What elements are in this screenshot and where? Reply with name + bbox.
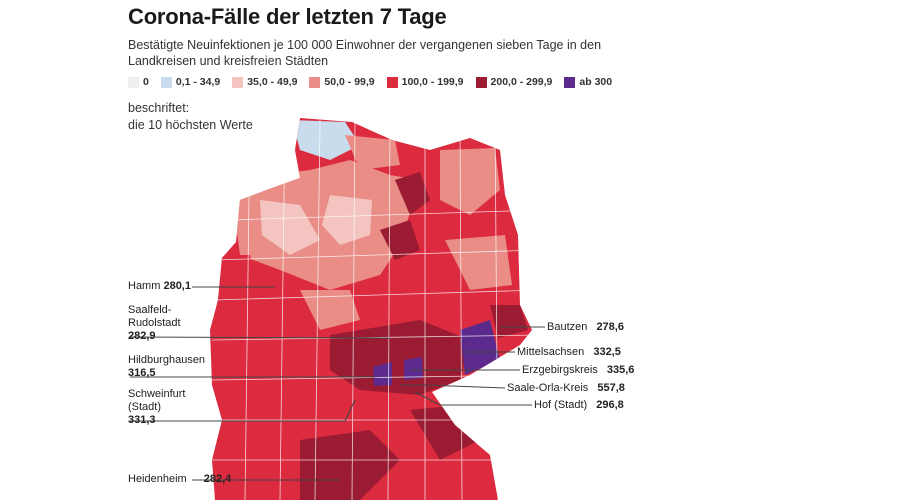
legend-swatch [475, 76, 487, 88]
map-subtitle: Bestätigte Neuinfektionen je 100 000 Ein… [128, 38, 602, 68]
legend-swatch [564, 76, 576, 88]
legend-item: 0,1 - 34,9 [160, 76, 220, 88]
legend-item: 50,0 - 99,9 [309, 76, 375, 88]
label-erzgebirgskreis: Erzgebirgskreis 335,6 [522, 364, 635, 376]
legend-swatch [232, 76, 244, 88]
label-schweinfurt: Schweinfurt (Stadt) 331,3 [128, 388, 186, 426]
legend-swatch [128, 76, 139, 88]
label-hildburghausen: Hildburghausen 316,5 [128, 354, 206, 379]
legend: 0 0,1 - 34,9 35,0 - 49,9 50,0 - 99,9 100… [128, 76, 612, 88]
map-title: Corona-Fälle der letzten 7 Tage [128, 4, 447, 29]
legend-item: 200,0 - 299,9 [475, 76, 552, 88]
legend-item: 0 [128, 76, 149, 88]
label-bautzen: Bautzen 278,6 [547, 321, 624, 333]
legend-swatch [309, 76, 321, 88]
legend-swatch [386, 76, 398, 88]
label-hamm: Hamm 280,1 [128, 280, 191, 292]
label-saale-orla-kreis: Saale-Orla-Kreis 557,8 [507, 382, 625, 394]
label-note: beschriftet: die 10 höchsten Werte [128, 101, 253, 132]
label-mittelsachsen: Mittelsachsen 332,5 [517, 346, 621, 358]
label-saalfeld-rudolstadt: Saalfeld- Rudolstadt 282,9 [128, 304, 181, 342]
leader-lines [129, 286, 545, 481]
legend-item: 100,0 - 199,9 [386, 76, 464, 88]
legend-swatch [160, 76, 172, 88]
legend-item: ab 300 [564, 76, 612, 88]
label-heidenheim: Heidenheim 282,4 [128, 473, 232, 485]
map-regions [210, 118, 532, 500]
label-hof-stadt: Hof (Stadt) 296,8 [534, 399, 624, 411]
legend-item: 35,0 - 49,9 [232, 76, 297, 88]
